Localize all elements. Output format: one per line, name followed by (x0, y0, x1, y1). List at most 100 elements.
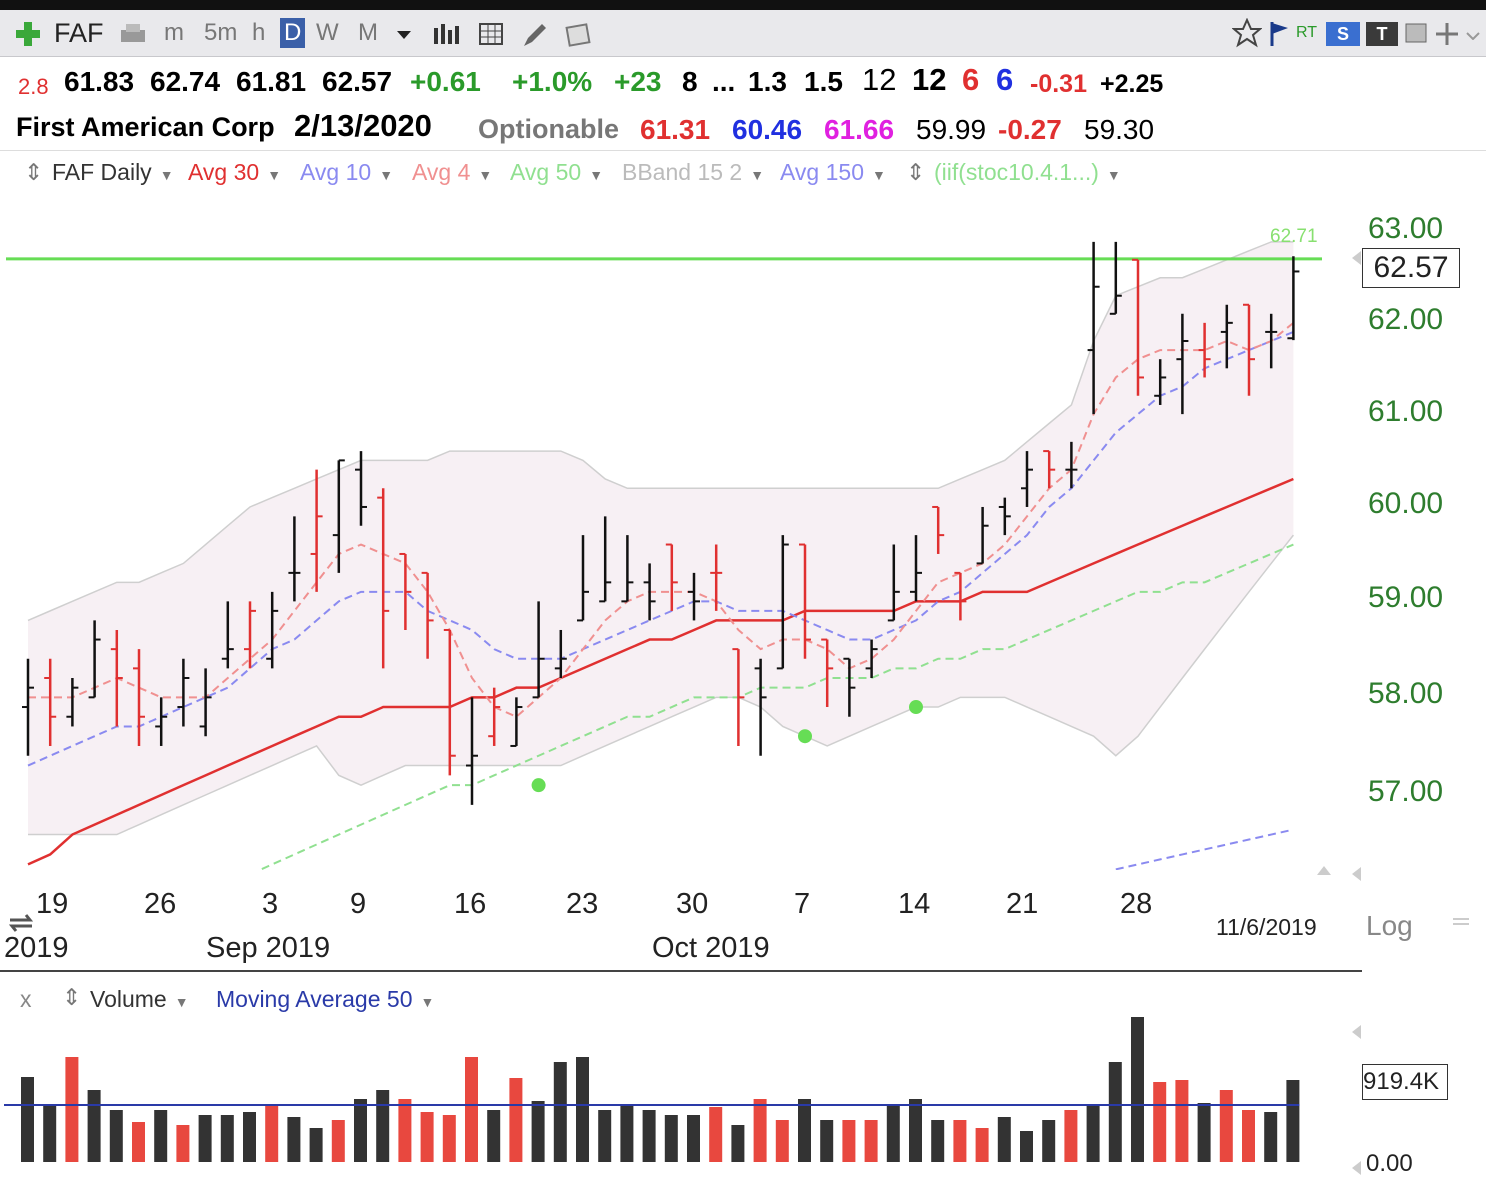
chevron-down-icon[interactable] (1466, 32, 1480, 40)
interval-w[interactable]: W (316, 19, 339, 46)
quote-date: 2/13/2020 (294, 108, 432, 143)
legend-avg150[interactable]: Avg 150 ▼ (780, 159, 886, 185)
volume-bar (509, 1078, 523, 1162)
menu-lines-icon[interactable] (1452, 916, 1470, 926)
quote-change: +0.61 (410, 66, 481, 97)
add-symbol-icon[interactable] (14, 20, 42, 48)
volume-bar (1286, 1080, 1300, 1162)
quote2-v3: 61.66 (824, 114, 895, 145)
month-label: Oct 2019 (652, 932, 770, 964)
bband-lower-line (28, 534, 1294, 836)
scroll-up-icon[interactable] (1316, 864, 1332, 876)
legend-volume-ma[interactable]: Moving Average 50 ▼ (216, 986, 435, 1012)
signal-dot (798, 729, 812, 744)
legend-avg50[interactable]: Avg 50 ▼ (510, 159, 604, 185)
drag-handle-icon[interactable]: ⇕ (62, 984, 82, 1010)
avg50-line (257, 543, 1294, 870)
volume-bar (1153, 1082, 1167, 1162)
chevron-down-icon[interactable] (396, 30, 412, 40)
quote-v1: +23 (614, 66, 662, 97)
quote-v8: 6 (962, 62, 980, 97)
volume-bar (331, 1120, 345, 1162)
collapse-left-icon[interactable] (1350, 1160, 1362, 1176)
volume-bar (1064, 1110, 1078, 1162)
price-label-61: 61.00 (1368, 395, 1444, 428)
date-label: 19 (36, 888, 69, 920)
legend-avg10[interactable]: Avg 10 ▼ (300, 159, 394, 185)
volume-bar (1108, 1062, 1122, 1162)
date-label: 14 (898, 888, 931, 920)
volume-bar (553, 1062, 567, 1162)
legend-bband[interactable]: BBand 15 2 ▼ (622, 159, 765, 185)
volume-bar (886, 1104, 900, 1162)
s-button[interactable]: S (1326, 22, 1360, 46)
grid-table-icon[interactable] (478, 22, 508, 48)
pencil-draw-icon[interactable] (520, 20, 550, 50)
collapse-left-icon[interactable] (1350, 866, 1362, 882)
volume-bar (1131, 1017, 1144, 1162)
quote-v3: ... (712, 66, 736, 97)
legend-faf-daily[interactable]: FAF Daily ▼ (52, 159, 174, 185)
quote-v11: +2.25 (1100, 70, 1164, 98)
volume-bar (798, 1099, 811, 1162)
flag-icon[interactable] (1268, 20, 1292, 48)
drag-handle-icon[interactable]: ⇕ (24, 159, 44, 185)
window-icon[interactable] (1404, 22, 1430, 46)
notes-icon[interactable] (564, 22, 594, 48)
star-watchlist-icon[interactable] (1232, 18, 1262, 48)
volume-bar (1042, 1120, 1056, 1162)
volume-bar (1264, 1112, 1278, 1162)
interval-h[interactable]: h (252, 19, 266, 46)
legend-volume[interactable]: Volume ▼ (90, 986, 189, 1012)
quote-v10: -0.31 (1030, 70, 1087, 98)
volume-bar (775, 1120, 789, 1162)
quote-v2: 8 (682, 66, 698, 97)
rt-label[interactable]: RT (1296, 24, 1318, 41)
t-button[interactable]: T (1366, 22, 1398, 46)
printer-icon[interactable] (118, 22, 148, 46)
panel-separator[interactable] (0, 970, 1362, 972)
optionable-label: Optionable (478, 114, 619, 144)
volume-bar (21, 1077, 34, 1162)
interval-m[interactable]: m (164, 19, 184, 46)
volume-bar (376, 1090, 390, 1162)
move-icon[interactable] (1434, 22, 1460, 46)
window-top-edge (0, 0, 1486, 10)
volume-bar (176, 1125, 190, 1162)
volume-bar (1219, 1090, 1233, 1162)
bband-fill (28, 241, 1294, 835)
legend-avg30[interactable]: Avg 30 ▼ (188, 159, 282, 185)
company-name: First American Corp (16, 112, 275, 142)
quote2-v5: -0.27 (998, 114, 1062, 145)
interval-5m[interactable]: 5m (204, 19, 238, 46)
interval-mo[interactable]: M (358, 19, 378, 46)
volume-bar (198, 1115, 212, 1162)
symbol-input[interactable]: FAF (54, 18, 104, 48)
avg30-line (27, 477, 1294, 866)
indicator-legend: ⇕ FAF Daily ▼ Avg 30 ▼ Avg 10 ▼ Avg 4 ▼ Avg … (0, 150, 1486, 193)
volume-bar (975, 1128, 989, 1162)
collapse-left-icon[interactable] (1350, 1024, 1362, 1040)
collapse-left-icon[interactable] (1350, 250, 1362, 266)
legend-stoc[interactable]: (iif(stoc10.4.1...) ▼ (934, 159, 1121, 185)
quote-low: 61.81 (236, 66, 307, 97)
legend-avg4[interactable]: Avg 4 ▼ (412, 159, 493, 185)
volume-bar (731, 1125, 745, 1162)
volume-bar (398, 1099, 412, 1162)
quote2-v1: 61.31 (640, 114, 711, 145)
volume-chart[interactable] (0, 1010, 1340, 1180)
date-label: 23 (566, 888, 599, 920)
drag-handle-icon[interactable]: ⇕ (906, 159, 926, 185)
volume-bar (354, 1099, 367, 1162)
interval-d[interactable]: D (280, 18, 306, 48)
volume-bar (132, 1122, 145, 1162)
bar-style-icon[interactable] (432, 22, 464, 46)
log-scale-toggle[interactable]: Log (1366, 910, 1413, 941)
price-chart[interactable] (0, 195, 1340, 870)
quote2-v4: 59.99 (916, 114, 987, 145)
volume-bar (1197, 1103, 1211, 1162)
date-label: 3 (262, 888, 279, 920)
sync-arrows-icon[interactable] (6, 910, 36, 936)
volume-bar (953, 1120, 967, 1162)
close-panel-icon[interactable]: x (20, 986, 32, 1012)
